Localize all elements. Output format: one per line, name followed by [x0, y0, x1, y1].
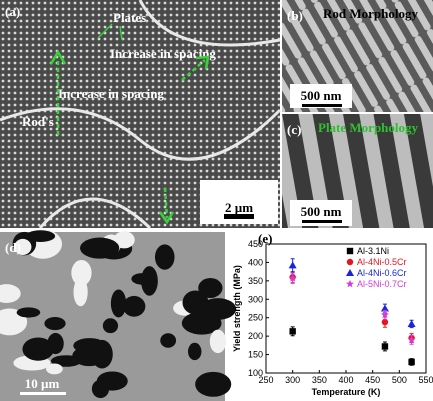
- panel-e: (e) 250 300 350 400 450 500 550 100 150 200 250 300…: [232, 231, 433, 397]
- panel-d: (d) 10 µm: [0, 229, 237, 401]
- scale-bar: [302, 220, 342, 223]
- phase: [16, 307, 41, 318]
- point: [408, 358, 415, 366]
- x-tick-label: 350: [312, 375, 327, 385]
- scale-bar: [224, 214, 254, 219]
- annotation: Increase in spacing: [110, 46, 216, 61]
- legend-label: Al-5Ni-0.7Cr: [357, 279, 407, 289]
- phase: [181, 311, 222, 335]
- scale-label: 500 nm: [301, 204, 342, 219]
- annotation: Plates: [113, 10, 146, 25]
- scale-label: 500 nm: [301, 88, 342, 103]
- phase: [22, 337, 54, 361]
- phase: [154, 244, 175, 270]
- point: [380, 304, 389, 312]
- panel-title: Rod Morphology: [323, 6, 418, 21]
- legend-label: Al-4Ni-0.6Cr: [357, 268, 407, 278]
- phase: [122, 295, 146, 317]
- phase: [44, 316, 66, 331]
- scale-bar: [302, 104, 342, 107]
- panel-label: (e): [258, 231, 272, 246]
- point: [381, 318, 389, 326]
- phase: [14, 238, 32, 255]
- point: [407, 335, 416, 344]
- phase: [71, 259, 92, 286]
- y-tick-label: 100: [248, 368, 263, 378]
- phase: [131, 273, 154, 285]
- panel-label: (c): [287, 122, 301, 137]
- phase: [0, 284, 21, 303]
- y-tick-label: 400: [248, 257, 263, 267]
- annotation: Rod's: [22, 114, 54, 129]
- y-tick-label: 200: [248, 331, 263, 341]
- panel-label: (a): [5, 4, 20, 19]
- y-axis-title: Yield strength (MPa): [232, 265, 242, 352]
- phase: [110, 289, 127, 318]
- y-tick-label: 450: [248, 239, 263, 249]
- x-tick-label: 450: [365, 375, 380, 385]
- phase: [25, 230, 56, 243]
- panel-title: Plate Morphology: [318, 120, 419, 135]
- point: [289, 328, 296, 335]
- phase: [102, 318, 119, 334]
- panel-label: (b): [287, 8, 303, 23]
- point: [288, 261, 297, 269]
- panel-c: (c) Plate Morphology 500 nm: [282, 114, 433, 228]
- panel-a: (a) Plates Increase in spacing Increase …: [0, 0, 282, 230]
- panel-b: (b) Rod Morphology 500 nm: [282, 0, 433, 112]
- phase: [80, 237, 120, 259]
- y-tick-label: 250: [248, 313, 263, 323]
- scale-label: 2 µm: [225, 200, 253, 215]
- x-tick-label: 500: [392, 375, 407, 385]
- x-tick-label: 250: [258, 375, 273, 385]
- point: [381, 343, 389, 350]
- legend-marker: [346, 247, 354, 255]
- phase: [182, 290, 209, 315]
- scale-bar: [20, 392, 66, 395]
- phase: [187, 342, 202, 361]
- y-tick-label: 350: [248, 276, 263, 286]
- phase: [209, 329, 227, 354]
- scale-label: 10 µm: [25, 376, 60, 391]
- y-tick-label: 300: [248, 294, 263, 304]
- phase: [46, 363, 63, 375]
- phase: [96, 371, 128, 391]
- point: [380, 310, 389, 319]
- legend-marker: [346, 258, 354, 266]
- phase: [72, 346, 107, 367]
- boundary: [0, 0, 282, 230]
- y-tick-label: 150: [248, 350, 263, 360]
- legend-marker: [346, 279, 354, 288]
- legend-marker: [346, 269, 354, 276]
- legend-label: Al-3.1Ni: [357, 246, 389, 256]
- arrows: [49, 23, 210, 225]
- x-tick-label: 400: [338, 375, 353, 385]
- panel-label: (d): [5, 240, 21, 255]
- phase: [198, 278, 223, 298]
- phase: [160, 333, 177, 348]
- point: [288, 274, 297, 282]
- annotation: Increase in spacing: [58, 86, 164, 101]
- legend-label: Al-4Ni-0.5Cr: [357, 257, 407, 267]
- point: [407, 319, 416, 327]
- x-tick-label: 300: [285, 375, 300, 385]
- x-tick-label: 550: [418, 375, 433, 385]
- x-axis-title: Temperature (K): [312, 387, 381, 397]
- phase: [195, 371, 232, 397]
